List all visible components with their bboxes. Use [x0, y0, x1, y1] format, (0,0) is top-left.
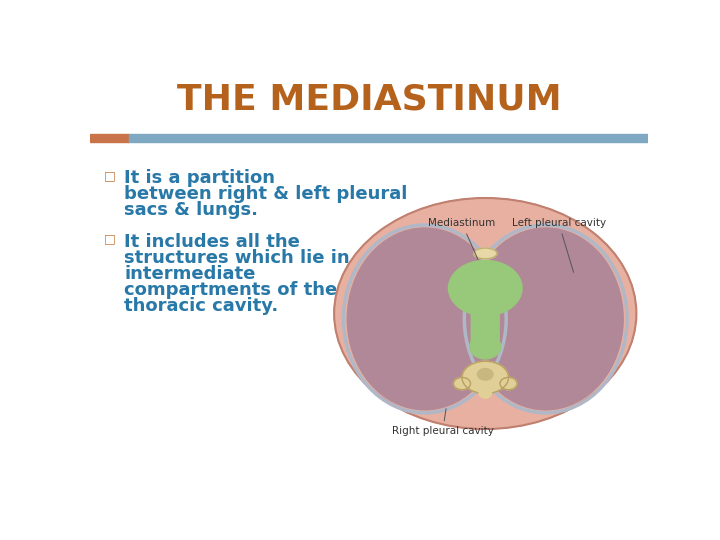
- Bar: [90, 134, 129, 142]
- FancyBboxPatch shape: [472, 300, 499, 346]
- Text: □: □: [104, 168, 116, 182]
- Text: □: □: [104, 233, 116, 246]
- Ellipse shape: [449, 260, 522, 316]
- Ellipse shape: [468, 228, 624, 410]
- Text: between right & left pleural: between right & left pleural: [124, 185, 408, 203]
- Text: It includes all the: It includes all the: [124, 233, 300, 251]
- Ellipse shape: [477, 369, 493, 380]
- Text: Mediastinum: Mediastinum: [428, 219, 495, 259]
- Text: Left pleural cavity: Left pleural cavity: [512, 219, 606, 272]
- Ellipse shape: [469, 334, 500, 359]
- Text: It is a partition: It is a partition: [124, 168, 275, 187]
- Ellipse shape: [454, 377, 471, 390]
- Ellipse shape: [500, 377, 517, 390]
- Text: thoracic cavity.: thoracic cavity.: [124, 298, 279, 315]
- Ellipse shape: [462, 361, 508, 394]
- Ellipse shape: [474, 248, 497, 259]
- Ellipse shape: [347, 228, 503, 410]
- Text: sacs & lungs.: sacs & lungs.: [124, 201, 258, 219]
- Text: Right pleural cavity: Right pleural cavity: [392, 409, 494, 436]
- Bar: [129, 134, 648, 142]
- Text: THE MEDIASTINUM: THE MEDIASTINUM: [176, 83, 562, 117]
- Text: intermediate: intermediate: [124, 265, 256, 283]
- Text: structures which lie in the: structures which lie in the: [124, 249, 390, 267]
- Ellipse shape: [334, 198, 636, 429]
- Ellipse shape: [479, 387, 492, 398]
- Text: compartments of the: compartments of the: [124, 281, 338, 299]
